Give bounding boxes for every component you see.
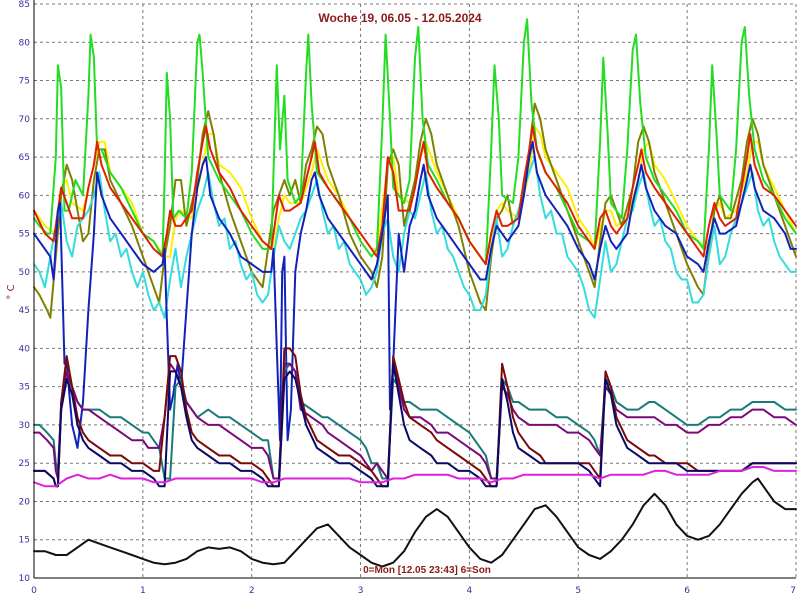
y-tick-label: 15: [19, 536, 30, 546]
x-tick-label: 7: [790, 586, 796, 596]
series-line: [33, 466, 797, 488]
x-tick-label: 6: [684, 586, 690, 596]
series-line: [33, 477, 797, 568]
series-line: [33, 156, 797, 319]
y-tick-label: 80: [19, 38, 31, 48]
y-tick-label: 50: [19, 268, 31, 278]
y-axis-label: ° C: [6, 284, 17, 299]
series-line: [33, 362, 797, 480]
series-line: [33, 102, 797, 319]
x-tick-label: 5: [575, 586, 581, 596]
y-tick-label: 55: [19, 230, 30, 240]
y-tick-label: 70: [19, 115, 31, 125]
y-tick-label: 85: [19, 0, 30, 10]
y-tick-label: 10: [19, 574, 31, 584]
chart-caption: 0=Mon [12.05 23:43] 6=Son: [363, 565, 491, 576]
series-line: [33, 362, 797, 488]
y-tick-label: 40: [19, 344, 31, 354]
series-line: [33, 125, 797, 266]
x-tick-label: 4: [467, 586, 473, 596]
series-group: [33, 18, 797, 568]
series-line: [33, 18, 797, 266]
x-tick-label: 3: [358, 586, 364, 596]
axes: [33, 0, 796, 579]
y-tick-label: 75: [19, 77, 30, 87]
y-tick-label: 45: [19, 306, 30, 316]
x-tick-label: 2: [249, 586, 255, 596]
y-tick-label: 65: [19, 153, 30, 163]
y-tick-label: 35: [19, 383, 30, 393]
y-tick-label: 30: [19, 421, 31, 431]
y-tick-label: 60: [19, 191, 31, 201]
x-tick-label: 0: [31, 586, 37, 596]
series-line: [33, 362, 797, 480]
x-tick-label: 1: [140, 586, 146, 596]
y-tick-label: 25: [19, 459, 30, 469]
chart-title: Woche 19, 06.05 - 12.05.2024: [318, 11, 482, 25]
grid: [34, 3, 797, 578]
series-line: [33, 140, 797, 449]
y-tick-label: 20: [19, 497, 31, 507]
